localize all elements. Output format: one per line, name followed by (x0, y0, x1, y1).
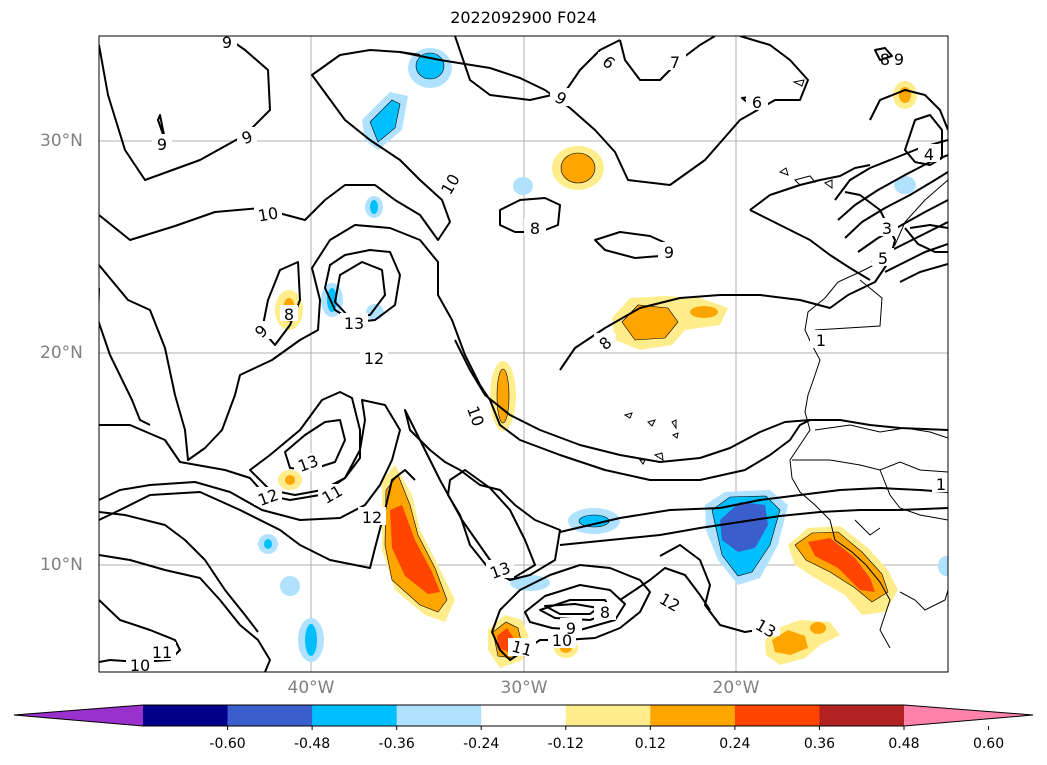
pos-blob (285, 475, 295, 485)
colorbar-ticks (227, 726, 990, 730)
neg-blob (720, 502, 768, 552)
contour-label: 9 (566, 619, 576, 638)
colorbar-extend-under (14, 705, 143, 726)
contour-label: 12 (364, 349, 384, 368)
contour-label: 10 (552, 631, 572, 650)
colorbar-segment (396, 705, 482, 726)
contour-label: 1 (936, 475, 946, 494)
gridlines (99, 36, 948, 672)
colorbar-tick-label: -0.60 (209, 736, 246, 752)
colorbar-tick-label: 0.12 (634, 736, 666, 752)
pos-blob (810, 622, 826, 634)
pos-blob (808, 538, 875, 592)
map-title: 2022092900 F024 (450, 8, 597, 27)
neg-blob (938, 556, 948, 576)
colorbar (13, 704, 1034, 730)
contour-label: 13 (344, 314, 364, 333)
contour-label: 11 (152, 643, 172, 662)
colorbar-tick-label: 0.60 (972, 736, 1005, 752)
contour-label: 7 (670, 53, 680, 72)
colorbar-tick-label: -0.12 (547, 736, 584, 752)
pos-blob (622, 305, 678, 340)
contour-label: 8 (600, 603, 610, 622)
colorbar-segment (650, 705, 736, 726)
colorbar-tick-label: 0.48 (888, 736, 920, 752)
colorbar-tick-label: -0.36 (378, 736, 415, 752)
colorbar-segment (143, 705, 229, 726)
map-content: 9 9 9 9 6 7 6 9 8 10 8 9 10 8 13 12 9 8 … (99, 33, 948, 675)
contour-labels: 9 9 9 9 6 7 6 9 8 10 8 9 10 8 13 12 9 8 … (130, 33, 946, 675)
contour-label: 9 (222, 33, 232, 52)
contour-label: 8 (530, 219, 540, 238)
lat-label-30n: 30°N (40, 131, 83, 151)
contour-label: 10 (130, 656, 150, 675)
contour-label: 6 (752, 93, 762, 112)
colorbar-segment (481, 705, 567, 726)
pos-blob (390, 505, 440, 594)
neg-blob (513, 177, 533, 195)
colorbar-segments (143, 705, 905, 726)
map-frame (98, 35, 949, 673)
contour-label: 9 (157, 135, 167, 154)
colorbar-segment (734, 705, 820, 726)
contour-label: 12 (362, 508, 382, 527)
pos-blob (497, 369, 509, 423)
colorbar-segment (227, 705, 313, 726)
contour-label: 1 (816, 331, 826, 350)
contour-label: 8 (880, 50, 890, 69)
contour-label: 8 (284, 305, 294, 324)
colorbar-extend-over (904, 705, 1033, 726)
neg-blob (370, 100, 400, 142)
contour-label: 9 (664, 243, 674, 262)
neg-blob (366, 304, 384, 320)
colorbar-tick-label: 0.24 (719, 736, 751, 752)
colorbar-segment (312, 705, 398, 726)
neg-blob (579, 515, 609, 527)
lon-label-20w: 20°W (712, 678, 760, 698)
contour-label: 4 (924, 145, 934, 164)
neg-blob (305, 624, 317, 656)
colorbar-segment (819, 705, 905, 726)
colorbar-segment (565, 705, 651, 726)
pos-blob (690, 306, 718, 318)
neg-blob (327, 288, 337, 312)
clabel-backgrounds (126, 36, 948, 672)
contour-lines (99, 36, 948, 672)
pos-blob (772, 630, 808, 655)
contour-label: 3 (882, 219, 892, 238)
neg-blob (280, 576, 300, 596)
lat-label-20n: 20°N (40, 343, 83, 363)
colorbar-tick-label: 0.36 (803, 736, 836, 752)
contour-label: 11 (510, 637, 535, 661)
contour-label: 5 (878, 249, 888, 268)
lon-label-40w: 40°W (287, 678, 335, 698)
contour-label: 10 (256, 203, 279, 225)
contour-label: 9 (894, 50, 904, 69)
lon-label-30w: 30°W (500, 678, 548, 698)
colorbar-tick-label: -0.48 (293, 736, 331, 752)
colorbar-tick-label: -0.24 (463, 736, 500, 752)
pos-blob (561, 153, 595, 183)
neg-blob (894, 176, 916, 194)
neg-blob (370, 200, 378, 214)
neg-blob (264, 539, 272, 549)
lat-label-10n: 10°N (40, 555, 83, 575)
